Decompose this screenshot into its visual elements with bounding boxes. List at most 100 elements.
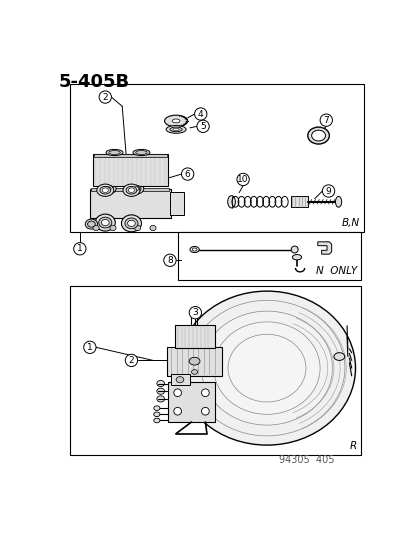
Ellipse shape	[97, 184, 114, 196]
Ellipse shape	[101, 183, 116, 194]
Bar	[175, 325, 215, 348]
Ellipse shape	[136, 151, 147, 155]
Ellipse shape	[293, 255, 302, 260]
Circle shape	[125, 354, 138, 367]
Ellipse shape	[308, 127, 330, 144]
Ellipse shape	[335, 196, 342, 207]
Circle shape	[197, 120, 209, 133]
Text: 94305  405: 94305 405	[279, 455, 335, 465]
Ellipse shape	[154, 418, 160, 423]
Circle shape	[181, 168, 194, 180]
Ellipse shape	[202, 407, 209, 415]
Ellipse shape	[133, 149, 150, 156]
Ellipse shape	[174, 389, 181, 397]
Text: N  ONLY: N ONLY	[316, 266, 357, 277]
Ellipse shape	[189, 301, 345, 436]
Bar	[93, 154, 168, 187]
Ellipse shape	[106, 149, 123, 156]
Ellipse shape	[174, 407, 181, 415]
Text: 4: 4	[198, 109, 204, 118]
Ellipse shape	[291, 246, 298, 253]
Ellipse shape	[109, 151, 120, 155]
Text: 6: 6	[185, 169, 190, 179]
Ellipse shape	[103, 185, 113, 192]
Ellipse shape	[131, 185, 141, 192]
Ellipse shape	[157, 388, 165, 394]
Bar	[90, 189, 171, 218]
Ellipse shape	[165, 115, 188, 127]
Text: 5-405B: 5-405B	[59, 73, 130, 91]
Bar	[91, 188, 169, 191]
Ellipse shape	[228, 334, 306, 402]
Circle shape	[164, 254, 176, 266]
Ellipse shape	[312, 130, 325, 141]
Ellipse shape	[126, 187, 137, 194]
Circle shape	[84, 341, 96, 353]
Text: 3: 3	[193, 308, 198, 317]
Circle shape	[320, 114, 332, 126]
Circle shape	[99, 91, 112, 103]
Ellipse shape	[334, 353, 345, 360]
Ellipse shape	[122, 215, 142, 232]
Circle shape	[237, 173, 249, 185]
Ellipse shape	[106, 187, 111, 191]
Text: 10: 10	[237, 175, 249, 184]
Circle shape	[322, 185, 335, 197]
Ellipse shape	[150, 225, 156, 231]
Bar	[167, 346, 222, 376]
Bar	[168, 382, 215, 422]
Ellipse shape	[134, 225, 141, 231]
Bar	[95, 154, 167, 157]
Ellipse shape	[202, 389, 209, 397]
Bar	[170, 192, 184, 215]
Ellipse shape	[190, 246, 199, 253]
Circle shape	[74, 243, 86, 255]
Text: 5: 5	[200, 122, 206, 131]
Ellipse shape	[157, 396, 165, 402]
Ellipse shape	[214, 322, 320, 414]
Ellipse shape	[123, 184, 140, 196]
Ellipse shape	[228, 196, 235, 208]
Ellipse shape	[191, 370, 198, 374]
Ellipse shape	[178, 291, 356, 445]
Bar	[291, 196, 308, 207]
Text: 8: 8	[167, 256, 173, 265]
Ellipse shape	[128, 183, 144, 194]
Text: 2: 2	[103, 93, 108, 102]
Ellipse shape	[166, 126, 186, 133]
Bar	[70, 286, 361, 455]
Ellipse shape	[128, 188, 134, 192]
Ellipse shape	[127, 220, 135, 227]
Polygon shape	[318, 242, 332, 254]
Ellipse shape	[189, 357, 200, 365]
Ellipse shape	[170, 127, 182, 132]
Ellipse shape	[176, 377, 184, 383]
Bar	[70, 84, 364, 232]
Ellipse shape	[172, 119, 180, 123]
Text: B,N: B,N	[342, 218, 360, 228]
Ellipse shape	[102, 188, 108, 192]
Ellipse shape	[154, 412, 160, 417]
Text: 1: 1	[77, 244, 83, 253]
Ellipse shape	[173, 128, 179, 131]
Text: 7: 7	[323, 116, 329, 125]
Ellipse shape	[133, 187, 139, 191]
Ellipse shape	[101, 220, 109, 225]
Ellipse shape	[201, 311, 332, 425]
Ellipse shape	[85, 219, 98, 229]
Ellipse shape	[99, 217, 112, 228]
Circle shape	[195, 108, 207, 120]
Text: 2: 2	[129, 356, 134, 365]
Ellipse shape	[88, 221, 95, 227]
Ellipse shape	[154, 406, 160, 410]
Ellipse shape	[100, 187, 111, 194]
Ellipse shape	[192, 248, 197, 251]
Ellipse shape	[157, 381, 165, 386]
Ellipse shape	[93, 225, 99, 231]
Bar	[178, 232, 361, 280]
Circle shape	[189, 306, 202, 319]
Ellipse shape	[110, 225, 116, 231]
Text: 1: 1	[87, 343, 93, 352]
Text: 9: 9	[326, 187, 332, 196]
Text: R: R	[350, 441, 357, 451]
